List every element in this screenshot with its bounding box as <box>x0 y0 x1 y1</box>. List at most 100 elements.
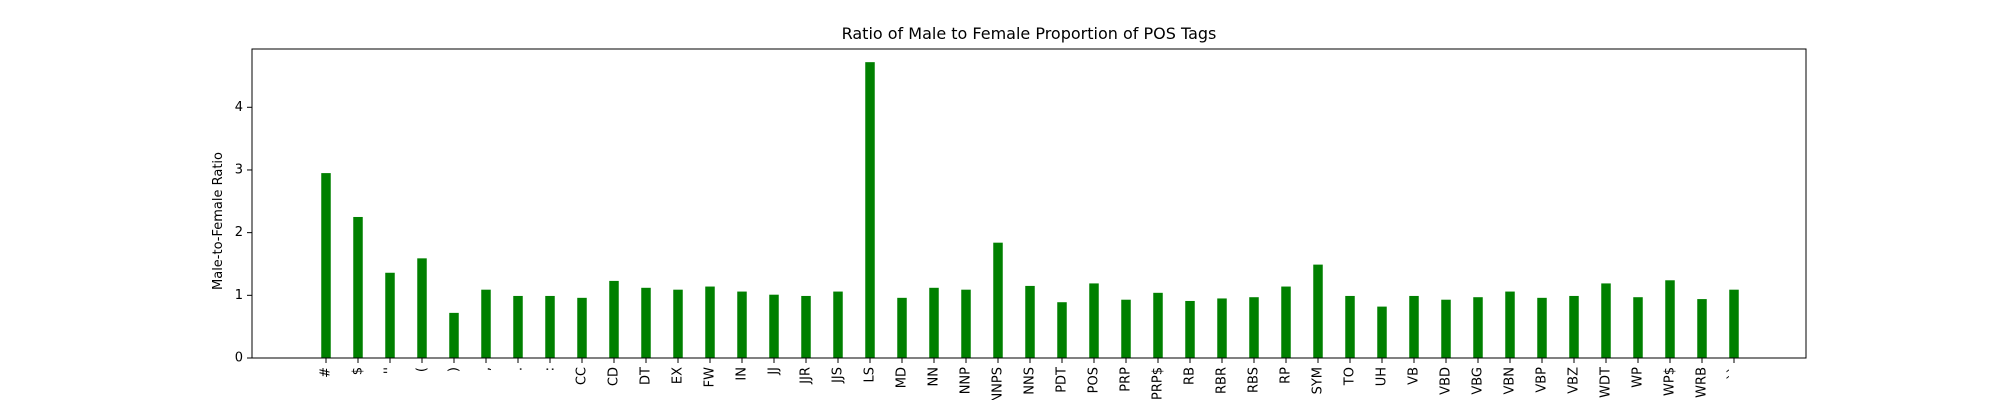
x-tick-label: : <box>543 367 558 371</box>
bar-8 <box>577 297 587 358</box>
bar-31 <box>1313 264 1323 358</box>
bar-14 <box>769 294 779 358</box>
bar-39 <box>1569 295 1579 358</box>
x-tick-label: NNPS <box>991 367 1006 400</box>
bar-29 <box>1249 297 1259 358</box>
x-tick-label: SYM <box>1311 367 1326 394</box>
x-tick-label: PRP$ <box>1151 367 1166 400</box>
x-tick-label: RP <box>1279 367 1294 384</box>
bar-15 <box>801 295 811 358</box>
x-tick-label: $ <box>351 367 366 375</box>
bar-10 <box>641 287 651 358</box>
x-tick-label: EX <box>671 367 686 384</box>
x-tick-label: , <box>479 367 494 371</box>
bar-40 <box>1601 283 1611 358</box>
bar-44 <box>1729 289 1739 358</box>
y-axis-label: Male-to-Female Ratio <box>211 152 226 290</box>
x-axis-ticks: # $ '' (),.: CC CD DT EX FW IN JJ JJR JJS LS MD NN NNP NN… <box>319 358 1742 400</box>
x-tick-label: PRP <box>1119 367 1134 392</box>
x-tick-label: JJS <box>831 367 846 384</box>
bar-37 <box>1505 291 1515 358</box>
x-tick-label: VBD <box>1439 367 1454 395</box>
x-tick-label: ( <box>415 367 430 372</box>
bar-3 <box>417 258 427 358</box>
bar-19 <box>929 287 939 358</box>
bar-9 <box>609 280 619 358</box>
y-tick-label: 4 <box>235 100 243 115</box>
bar-35 <box>1441 299 1451 358</box>
bar-33 <box>1377 306 1387 358</box>
bar-24 <box>1089 283 1099 358</box>
plot-frame <box>251 48 1807 359</box>
bar-0 <box>321 173 331 358</box>
x-tick-label: JJR <box>799 367 814 385</box>
bar-28 <box>1217 298 1227 358</box>
x-tick-label: MD <box>895 367 910 388</box>
bar-12 <box>705 286 715 358</box>
bar-22 <box>1025 285 1035 358</box>
bar-41 <box>1633 297 1643 358</box>
x-tick-label: DT <box>639 367 654 385</box>
x-tick-label: VBG <box>1471 367 1486 395</box>
bars-group <box>321 62 1739 359</box>
x-tick-label: VBZ <box>1567 367 1582 394</box>
x-tick-label: ) <box>447 367 462 372</box>
x-tick-label: '' <box>383 367 398 374</box>
x-tick-label: RBS <box>1247 367 1262 393</box>
bar-4 <box>449 312 459 358</box>
x-tick-label: POS <box>1087 367 1102 393</box>
x-tick-label: WP <box>1631 367 1646 388</box>
x-tick-label: VB <box>1407 367 1422 385</box>
bar-42 <box>1665 280 1675 358</box>
x-tick-label: # <box>319 367 334 378</box>
x-tick-label: NNP <box>959 367 974 394</box>
x-tick-label: WDT <box>1599 367 1614 398</box>
bar-38 <box>1537 297 1547 358</box>
bar-30 <box>1281 286 1291 358</box>
x-tick-label: `` <box>1727 367 1742 380</box>
x-tick-label: JJ <box>767 367 782 376</box>
bar-13 <box>737 291 747 358</box>
bar-20 <box>961 289 971 358</box>
bar-23 <box>1057 302 1067 358</box>
x-tick-label: NN <box>927 367 942 386</box>
y-tick-label: 1 <box>235 288 243 303</box>
chart-title: Ratio of Male to Female Proportion of PO… <box>842 24 1217 43</box>
x-tick-label: NNS <box>1023 367 1038 395</box>
x-tick-label: LS <box>863 367 878 383</box>
y-tick-label: 3 <box>235 162 243 177</box>
bar-26 <box>1153 292 1163 358</box>
x-tick-label: . <box>511 367 526 371</box>
bar-16 <box>833 291 843 358</box>
x-tick-label: RBR <box>1215 367 1230 394</box>
x-tick-label: TO <box>1343 367 1358 386</box>
bar-34 <box>1409 295 1419 358</box>
bar-43 <box>1697 299 1707 358</box>
bar-18 <box>897 297 907 358</box>
y-tick-label: 0 <box>235 351 243 366</box>
bar-1 <box>353 216 363 358</box>
y-axis-ticks: 0 1 2 3 4 <box>235 100 252 366</box>
bar-36 <box>1473 297 1483 358</box>
bar-5 <box>481 289 491 358</box>
x-tick-label: CD <box>607 367 622 386</box>
x-tick-label: UH <box>1375 367 1390 386</box>
bar-11 <box>673 289 683 358</box>
x-tick-label: RB <box>1183 367 1198 385</box>
bar-32 <box>1345 295 1355 358</box>
bar-17 <box>865 62 875 359</box>
bar-25 <box>1121 299 1131 358</box>
bar-2 <box>385 272 395 358</box>
x-tick-label: IN <box>735 367 750 381</box>
bar-21 <box>993 242 1003 358</box>
x-tick-label: WRB <box>1695 367 1710 398</box>
y-tick-label: 2 <box>235 225 243 240</box>
x-tick-label: PDT <box>1055 367 1070 393</box>
x-tick-label: VBP <box>1535 367 1550 393</box>
bar-7 <box>545 295 555 358</box>
bar-27 <box>1185 300 1195 358</box>
x-tick-label: VBN <box>1503 367 1518 395</box>
bar-6 <box>513 295 523 358</box>
x-tick-label: FW <box>703 367 718 387</box>
